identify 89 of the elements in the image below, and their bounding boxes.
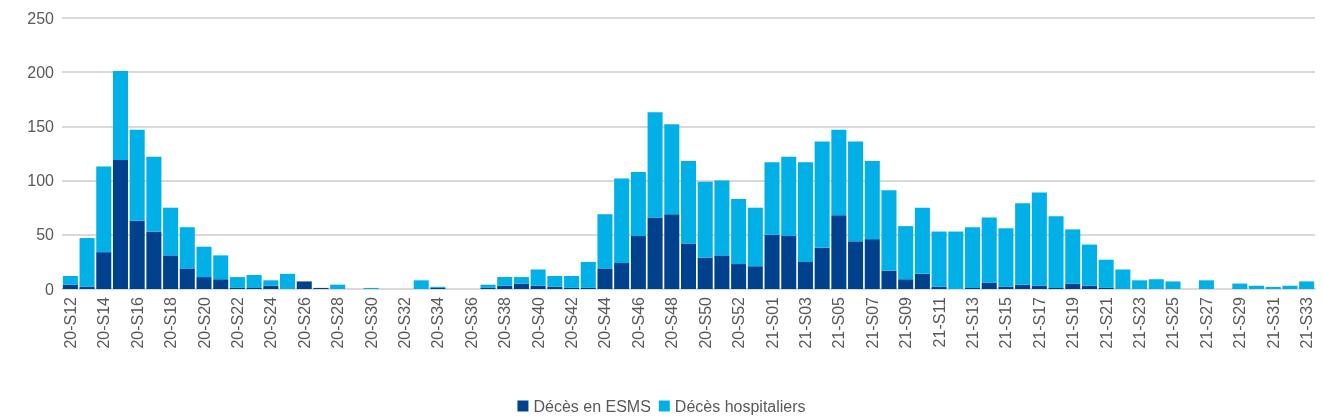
x-tick-label: 20-S52 [730,296,748,349]
bar [1015,284,1031,289]
x-tick-label: 21-S27 [1197,296,1215,349]
x-tick-label: 20-S42 [563,296,581,349]
bar [931,286,947,289]
bar [62,284,78,289]
x-tick-label: 20-S18 [162,296,180,349]
x-tick-label: 20-S36 [462,296,480,349]
bar [1081,244,1097,286]
x-tick-label: 20-S24 [262,296,280,349]
bar [112,160,128,289]
bar [914,207,930,274]
x-tick-label: 21-S17 [1030,296,1048,349]
x-tick-label: 20-S46 [629,296,647,349]
x-tick-label: 21-S33 [1298,296,1316,349]
bar [747,266,763,289]
x-tick-label: 20-S34 [429,296,447,349]
bar [1031,285,1047,289]
bar [1299,281,1315,289]
bar [630,171,646,236]
bar [163,207,179,256]
x-tick-label: 21-S13 [964,296,982,349]
bar [747,207,763,267]
bar [898,226,914,280]
x-tick-label: 21-S31 [1264,296,1282,349]
bar [848,141,864,242]
y-tick-label: 100 [27,172,55,190]
x-tick-label: 21-S25 [1164,296,1182,349]
bar [614,178,630,263]
bar [330,284,346,289]
x-tick-label: 20-S48 [663,296,681,349]
x-tick-label: 21-S21 [1097,296,1115,349]
bar [680,243,697,289]
bar [229,277,245,288]
bar [797,162,813,262]
x-tick-label: 21-S07 [863,296,881,349]
bar [898,279,914,289]
bar [1232,283,1248,289]
x-tick-label: 20-S44 [596,296,614,349]
bar [564,275,580,288]
bar [630,235,646,289]
x-tick-label: 20-S32 [395,296,413,349]
legend-label: Décès en ESMS [533,397,651,415]
x-tick-label: 20-S22 [228,296,246,349]
bar [797,261,813,289]
bar [1081,285,1097,289]
x-tick-label: 21-S15 [997,296,1015,349]
bar [680,161,697,244]
x-tick-label: 20-S12 [61,296,79,349]
bar [1198,280,1214,289]
y-tick-label: 200 [27,63,55,81]
x-tick-label: 20-S38 [496,296,514,349]
x-tick-label: 21-S09 [897,296,915,349]
bar [848,241,864,289]
y-tick-label: 50 [36,226,55,244]
bar [1249,285,1265,289]
y-tick-label: 250 [27,9,55,27]
x-tick-label: 21-S23 [1131,296,1149,349]
x-tick-label: 21-S05 [830,296,848,349]
bar [513,283,529,289]
bar [1132,280,1148,289]
bar [965,227,981,288]
x-tick-label: 21-S29 [1231,296,1249,349]
x-tick-label: 21-S11 [930,296,948,348]
bar [731,199,747,265]
x-tick-label: 20-S50 [696,296,714,349]
y-tick-label: 0 [45,280,55,298]
legend-label: Décès hospitaliers [674,397,806,415]
bar [163,255,179,289]
x-tick-label: 21-S01 [763,296,781,349]
x-tick-label: 20-S30 [362,296,380,349]
x-tick-label: 20-S16 [128,296,146,349]
x-tick-label: 20-S20 [195,296,213,349]
bar [914,273,930,289]
x-tick-label: 20-S26 [295,296,313,349]
x-tick-label: 20-S40 [529,296,547,349]
bar [1015,203,1031,285]
bar [280,273,296,289]
bar [513,277,529,284]
bar [112,71,128,160]
y-tick-label: 150 [27,117,55,135]
bar [62,275,78,285]
x-tick-label: 21-S03 [796,296,814,349]
x-tick-label: 21-S19 [1064,296,1082,349]
bar [1031,192,1047,286]
x-tick-label: 20-S28 [329,296,347,349]
bar [614,262,630,289]
x-tick-label: 20-S14 [95,296,113,349]
bar [731,264,747,289]
